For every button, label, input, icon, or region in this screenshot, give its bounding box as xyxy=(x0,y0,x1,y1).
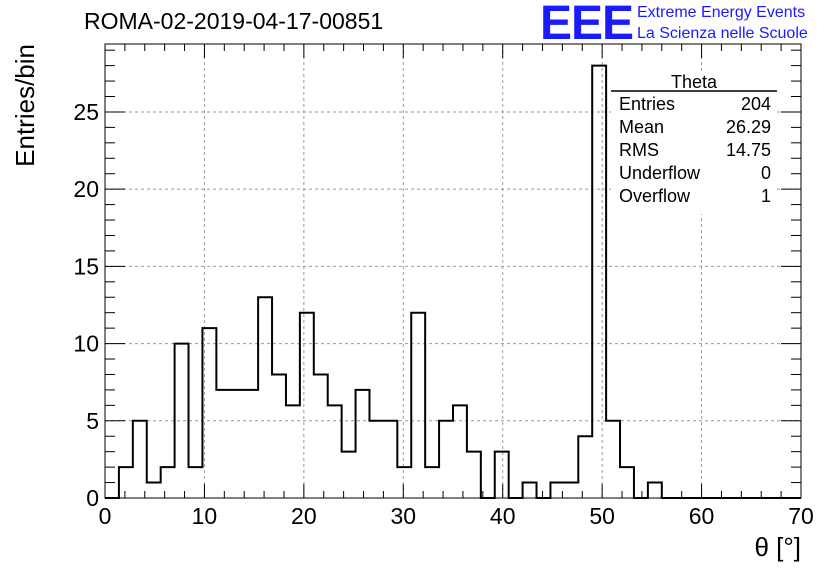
y-tick-label: 25 xyxy=(73,99,99,125)
x-tick-label: 20 xyxy=(291,503,317,529)
histogram-line xyxy=(105,64,801,499)
y-axis-label: Entries/bin xyxy=(10,44,40,167)
stats-value: 1 xyxy=(761,186,771,206)
x-tick-label: 40 xyxy=(490,503,516,529)
x-tick-label: 30 xyxy=(390,503,416,529)
x-tick-label: 60 xyxy=(689,503,715,529)
y-tick-label: 15 xyxy=(73,253,99,279)
stats-title: Theta xyxy=(671,72,718,92)
x-tick-label: 10 xyxy=(192,503,218,529)
y-tick-label: 0 xyxy=(86,485,99,511)
x-axis-label: θ [°] xyxy=(754,532,801,562)
stats-box xyxy=(611,72,777,214)
brand-line-1: Extreme Energy Events xyxy=(637,4,806,21)
stats-value: 0 xyxy=(761,163,771,183)
y-tick-label: 20 xyxy=(73,176,99,202)
plot-title: ROMA-02-2019-04-17-00851 xyxy=(84,8,384,34)
stats-label: RMS xyxy=(619,140,659,160)
stats-label: Overflow xyxy=(619,186,691,206)
brand-line-2: La Scienza nelle Scuole xyxy=(637,25,808,42)
stats-label: Underflow xyxy=(619,163,701,183)
y-tick-label: 10 xyxy=(73,331,99,357)
eee-logo: EEE xyxy=(540,0,634,50)
y-tick-label: 5 xyxy=(86,408,99,434)
x-tick-label: 70 xyxy=(788,503,814,529)
plot-frame xyxy=(104,43,802,499)
x-tick-label: 50 xyxy=(589,503,615,529)
stats-label: Mean xyxy=(619,117,664,137)
stats-value: 26.29 xyxy=(726,117,771,137)
stats-label: Entries xyxy=(619,94,675,114)
stats-value: 14.75 xyxy=(726,140,771,160)
stats-value: 204 xyxy=(741,94,771,114)
x-tick-label: 0 xyxy=(99,503,112,529)
